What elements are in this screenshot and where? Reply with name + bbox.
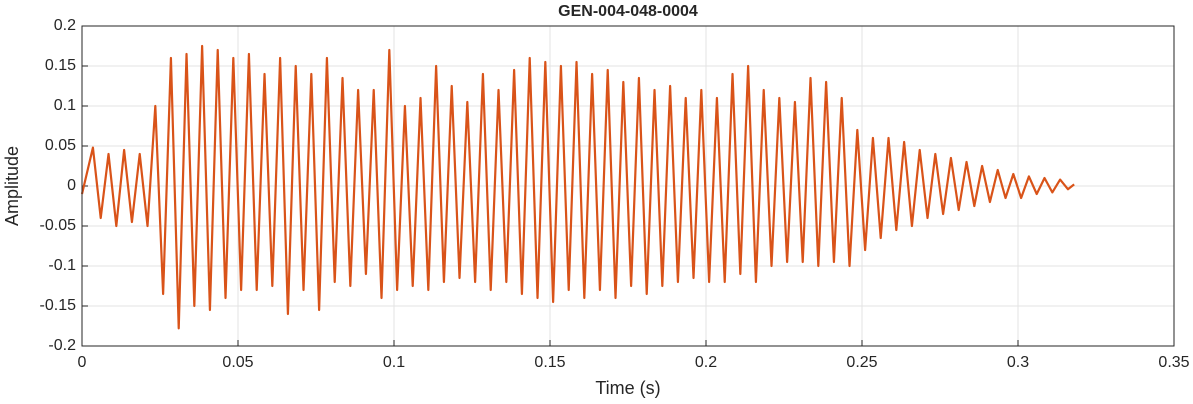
x-tick-label: 0.3 bbox=[1007, 354, 1029, 371]
x-tick-label: 0.15 bbox=[534, 354, 565, 371]
y-tick-label: 0 bbox=[67, 177, 76, 194]
chart-title: GEN-004-048-0004 bbox=[558, 3, 698, 20]
y-tick-label: -0.05 bbox=[40, 217, 77, 234]
y-tick-label: -0.1 bbox=[48, 257, 76, 274]
signal-line bbox=[80, 44, 1075, 330]
y-tick-label: 0.2 bbox=[54, 17, 76, 34]
axes-box bbox=[81, 25, 1175, 347]
x-tick-label: 0.1 bbox=[383, 354, 405, 371]
y-tick-label: -0.15 bbox=[40, 297, 77, 314]
x-tick-label: 0.25 bbox=[846, 354, 877, 371]
x-tick-label: 0.05 bbox=[222, 354, 253, 371]
x-tick-label: 0.2 bbox=[695, 354, 717, 371]
y-axis-label: Amplitude bbox=[2, 146, 22, 226]
x-axis-label: Time (s) bbox=[595, 378, 660, 398]
x-tick-label: 0 bbox=[78, 354, 87, 371]
y-tick-label: 0.05 bbox=[45, 137, 76, 154]
y-tick-label: 0.15 bbox=[45, 57, 76, 74]
x-tick-label: 0.35 bbox=[1158, 354, 1189, 371]
y-tick-label: 0.1 bbox=[54, 97, 76, 114]
y-tick-label: -0.2 bbox=[48, 337, 76, 354]
